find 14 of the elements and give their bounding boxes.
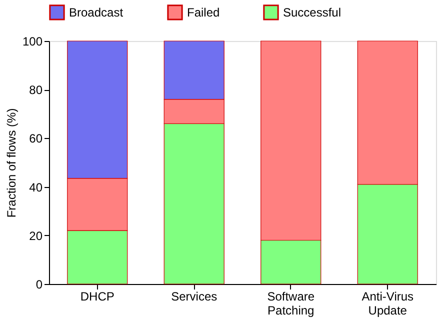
legend-label: Broadcast	[69, 5, 124, 20]
x-tick-label: DHCP	[80, 290, 114, 304]
y-tick-label: 100	[22, 34, 43, 48]
y-tick-label: 0	[36, 278, 43, 292]
y-tick-label: 60	[29, 132, 43, 146]
x-tick-label: Services	[171, 290, 218, 304]
legend-label: Successful	[283, 5, 342, 20]
y-axis-title: Fraction of flows (%)	[4, 108, 18, 218]
y-tick-label: 20	[29, 228, 43, 243]
y-tick-label: 40	[29, 180, 43, 194]
y-tick-label: 80	[29, 83, 43, 98]
x-tick-label: Software Patching	[267, 290, 315, 318]
x-tick-label: Anti-Virus Update	[362, 290, 414, 318]
legend-label: Failed	[187, 5, 220, 20]
